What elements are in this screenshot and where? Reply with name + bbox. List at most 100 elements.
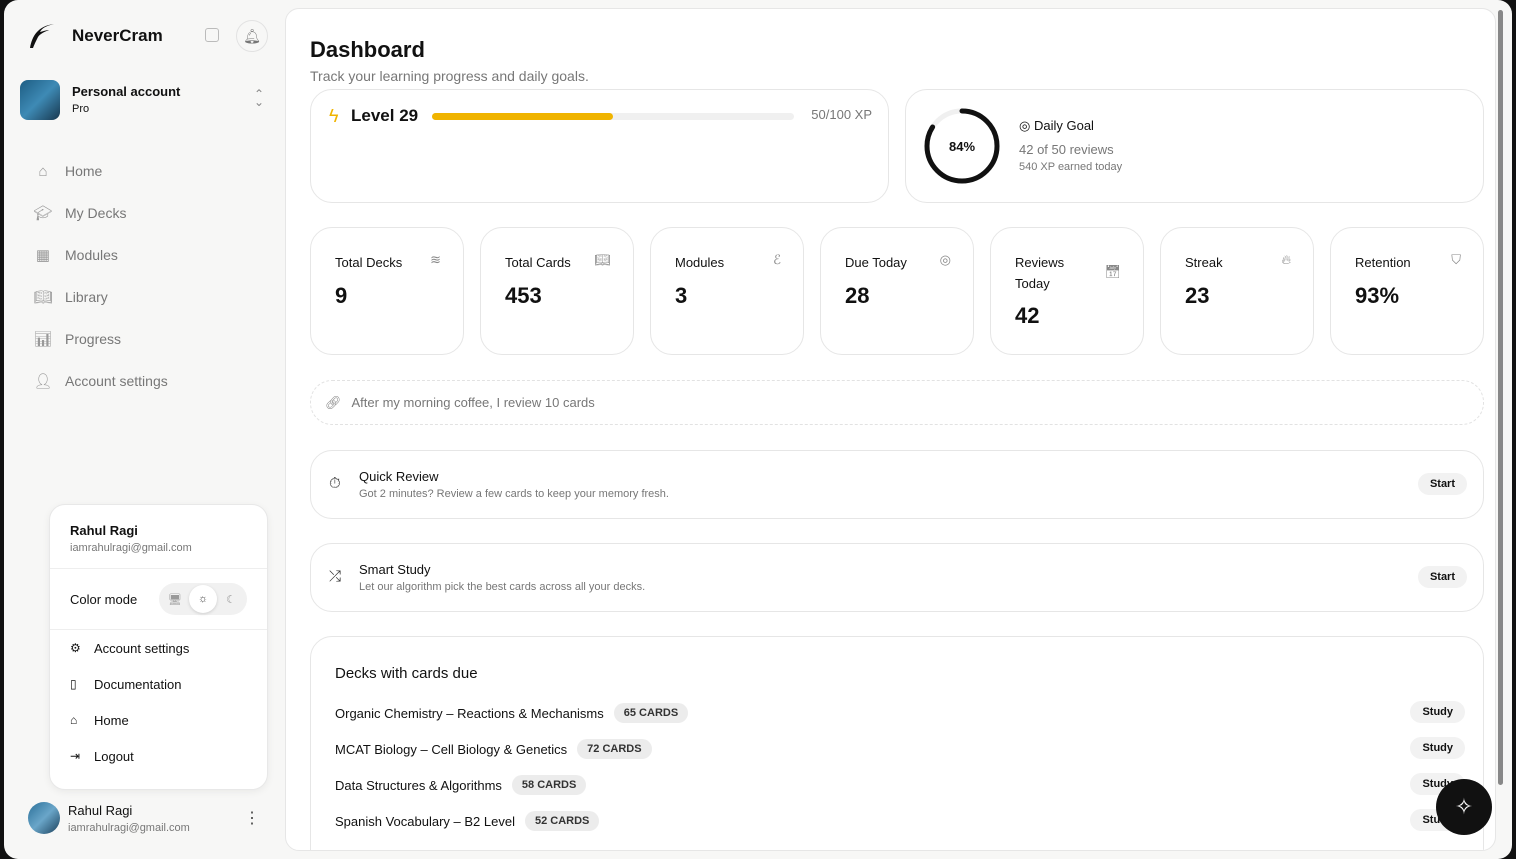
stat-reviews-today: Reviews Today 📅︎ 42 [990, 227, 1144, 355]
footer-user-name: Rahul Ragi [68, 803, 133, 818]
stat-label: Modules [675, 255, 725, 270]
notifications-bell-icon[interactable]: 🔔︎ [236, 20, 268, 52]
sidebar-item-library[interactable]: 📖︎ Library [32, 276, 168, 318]
deck-count-badge: 72 CARDS [577, 739, 652, 759]
shuffle-icon: ⤮ [329, 568, 342, 585]
xp-progress-bar [432, 113, 794, 120]
stat-value: 3 [675, 283, 688, 308]
color-mode-label: Color mode [70, 591, 138, 607]
home-icon: ⌂ [38, 162, 48, 180]
deck-name[interactable]: Organic Chemistry – Reactions & Mechanis… [335, 705, 604, 721]
moon-icon[interactable]: ☾ [226, 593, 236, 606]
sidebar-item-label: Modules [65, 247, 118, 263]
xp-text: 50/100 XP [811, 107, 872, 122]
logout-icon: ⇥ [70, 749, 81, 763]
daily-goal-title: ◎ Daily Goal [1019, 118, 1094, 134]
graduation-cap-icon: 🎓︎ [33, 205, 53, 222]
ai-assistant-sparkle-button[interactable]: ✧ [1436, 779, 1492, 835]
xp-progress-fill [432, 113, 613, 120]
smart-study-title: Smart Study [359, 562, 431, 577]
target-icon: ◎ [939, 252, 951, 267]
deck-row: MCAT Biology – Cell Biology & Genetics 72… [335, 737, 1465, 761]
deck-row: Organic Chemistry – Reactions & Mechanis… [335, 701, 1465, 725]
calendar-check-icon: 📅︎ [1104, 264, 1121, 279]
sidebar-item-progress[interactable]: 📊︎ Progress [32, 318, 168, 360]
stat-value: 28 [845, 283, 870, 308]
stat-label: Reviews Today [1015, 255, 1065, 291]
daily-goal-arc [924, 108, 1000, 184]
study-button[interactable]: Study [1410, 701, 1465, 723]
study-button[interactable]: Study [1410, 737, 1465, 759]
link-icon: 🔗︎ [325, 394, 342, 410]
deck-count-badge: 65 CARDS [613, 703, 689, 723]
sparkle-icon: ✧ [1454, 794, 1474, 819]
deck-count-badge: 52 CARDS [524, 811, 600, 831]
menu-item-label: Home [94, 712, 129, 728]
account-switcher[interactable]: Personal account Pro ⌃ ⌄ [20, 80, 270, 122]
lightning-icon: ϟ [329, 106, 339, 126]
user-menu-popover: Rahul Ragi iamrahulragi@gmail.com Color m… [49, 504, 268, 790]
daily-goal-title-text: Daily Goal [1033, 118, 1094, 133]
stat-value: 9 [335, 283, 348, 308]
menu-item-documentation[interactable]: ▯ Documentation [50, 666, 267, 702]
user-email: iamrahulragi@gmail.com [70, 542, 192, 554]
daily-goal-ring: 84% [922, 106, 1002, 186]
flame-icon: 🔥︎ [1281, 252, 1291, 267]
level-card: ϟ Level 29 50/100 XP [310, 89, 889, 203]
daily-goal-card: 84% ◎ Daily Goal 42 of 50 reviews 540 XP… [905, 89, 1484, 203]
smart-study-card: ⤮ Smart Study Let our algorithm pick the… [310, 543, 1484, 612]
smart-study-start-button[interactable]: Start [1417, 566, 1467, 588]
color-mode-toggle: 🖥︎ ☼ ☾ [159, 583, 247, 615]
target-icon: ◎ [1019, 118, 1034, 133]
sidebar: NeverCram 🔔︎ Personal account Pro ⌃ ⌄ ⌂ Ho… [4, 0, 284, 859]
menu-item-account-settings[interactable]: ⚙ Account settings [50, 630, 267, 666]
deck-count-badge: 58 CARDS [511, 775, 587, 795]
menu-item-logout[interactable]: ⇥ Logout [50, 738, 267, 774]
user-avatar [28, 802, 60, 834]
sun-icon[interactable]: ☼ [189, 585, 217, 613]
book-icon: ▯ [70, 677, 77, 691]
stat-value: 23 [1185, 283, 1210, 308]
sidebar-item-home[interactable]: ⌂ Home [32, 150, 168, 192]
gear-icon: ⚙ [70, 641, 81, 655]
sidebar-item-my-decks[interactable]: 🎓︎ My Decks [32, 192, 168, 234]
layers-icon: ≋ [430, 252, 441, 267]
stat-modules: Modules ℰ 3 [650, 227, 804, 355]
menu-item-label: Account settings [94, 640, 190, 656]
menu-item-home[interactable]: ⌂ Home [50, 702, 267, 738]
app-name: NeverCram [72, 26, 163, 45]
deck-name[interactable]: Data Structures & Algorithms [335, 777, 502, 793]
stat-label: Retention [1355, 255, 1411, 270]
page-subtitle: Track your learning progress and daily g… [310, 68, 589, 84]
collapse-sidebar-icon[interactable] [205, 28, 219, 42]
stat-total-cards: Total Cards 📖︎ 453 [480, 227, 634, 355]
sidebar-item-modules[interactable]: ▦ Modules [32, 234, 168, 276]
stat-retention: Retention ⛉ 93% [1330, 227, 1484, 355]
decks-due-card: Decks with cards due Organic Chemistry –… [310, 636, 1484, 850]
deck-name[interactable]: MCAT Biology – Cell Biology & Genetics [335, 741, 568, 757]
scrollbar[interactable] [1498, 10, 1503, 785]
quick-review-start-button[interactable]: Start [1417, 473, 1467, 495]
brain-icon: ℰ [773, 252, 781, 267]
book-open-icon: 📖︎ [33, 289, 53, 306]
decks-due-title: Decks with cards due [335, 665, 478, 682]
home-icon: ⌂ [70, 713, 78, 727]
sidebar-item-account-settings[interactable]: 👤︎ Account settings [32, 360, 167, 402]
daily-goal-reviews: 42 of 50 reviews [1019, 142, 1114, 157]
level-label: Level 29 [351, 106, 419, 125]
sidebar-nav: ⌂ Home 🎓︎ My Decks ▦ Modules 📖︎ Library 📊︎ Pr… [32, 150, 168, 402]
shield-check-icon: ⛉ [1451, 252, 1461, 267]
monitor-icon[interactable]: 🖥︎ [168, 593, 182, 606]
quick-review-title: Quick Review [359, 469, 439, 484]
book-open-icon: 📖︎ [594, 252, 611, 267]
user-cog-icon: 👤︎ [33, 373, 53, 390]
grid-icon: ▦ [35, 247, 51, 264]
stat-total-decks: Total Decks ≋ 9 [310, 227, 464, 355]
deck-name[interactable]: Spanish Vocabulary – B2 Level [335, 813, 515, 829]
stat-label: Due Today [845, 255, 907, 270]
user-footer[interactable]: Rahul Ragi iamrahulragi@gmail.com ⋮ [28, 802, 268, 836]
daily-goal-xp: 540 XP earned today [1019, 161, 1123, 173]
habit-input[interactable]: 🔗︎ After my morning coffee, I review 10 c… [310, 380, 1484, 425]
stat-value: 42 [1015, 303, 1040, 328]
more-vertical-icon[interactable]: ⋮ [244, 810, 260, 827]
